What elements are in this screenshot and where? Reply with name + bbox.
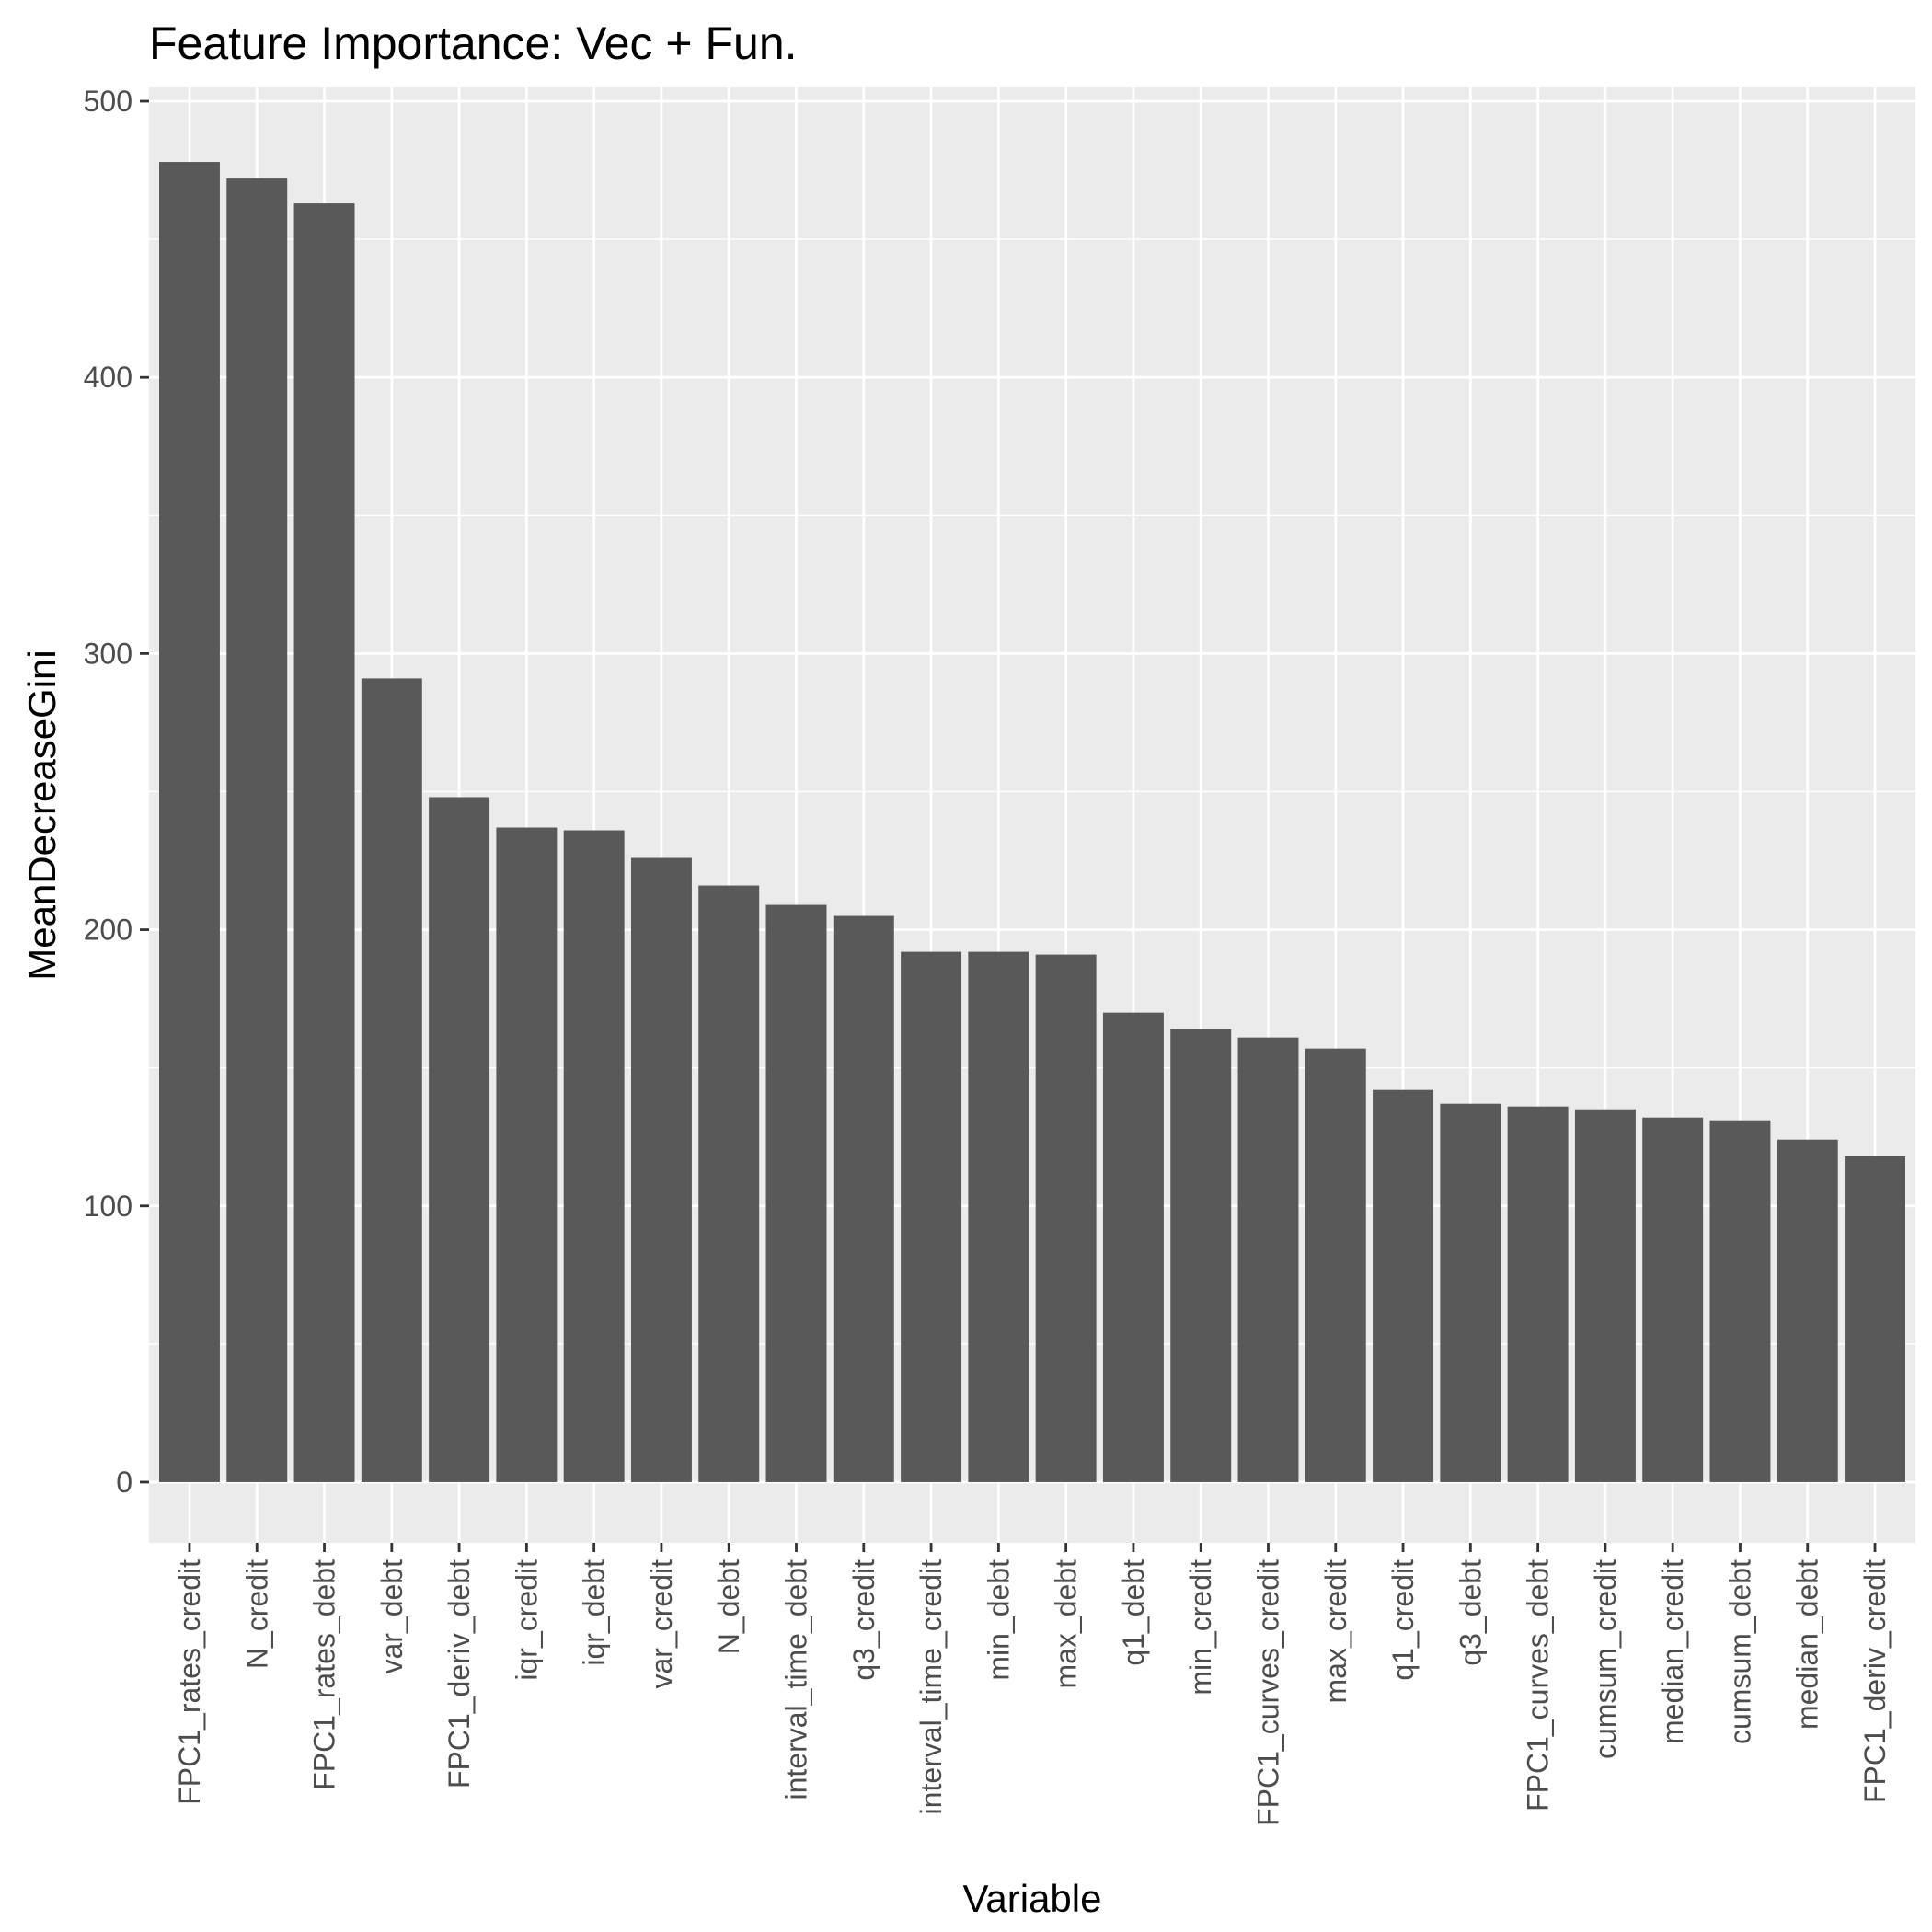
x-tick-label: max_credit <box>1319 1559 1352 1704</box>
x-tick-label: N_debt <box>712 1559 745 1654</box>
x-tick-label: FPC1_curves_credit <box>1251 1559 1284 1826</box>
bar-var_credit <box>630 857 692 1482</box>
x-axis-title: Variable <box>963 1877 1102 1920</box>
bar-N_credit <box>226 178 288 1482</box>
x-tick-label: max_debt <box>1050 1559 1083 1689</box>
bar-q1_debt <box>1102 1012 1164 1482</box>
bar-FPC1_rates_debt <box>293 203 355 1482</box>
bar-q3_debt <box>1440 1103 1501 1482</box>
bar-FPC1_curves_debt <box>1507 1106 1569 1482</box>
bar-FPC1_curves_credit <box>1237 1037 1299 1482</box>
y-axis-title: MeanDecreaseGini <box>20 650 63 981</box>
x-tick-label: min_credit <box>1184 1559 1217 1696</box>
bar-FPC1_rates_credit <box>158 162 220 1482</box>
x-tick-label: interval_time_debt <box>780 1559 813 1800</box>
bar-q3_credit <box>833 915 894 1482</box>
y-tick-label: 200 <box>84 914 132 947</box>
y-tick-label: 0 <box>116 1466 132 1499</box>
bar-q1_credit <box>1373 1089 1434 1482</box>
x-tick-label: var_debt <box>375 1559 408 1674</box>
y-tick-label: 100 <box>84 1190 132 1223</box>
x-tick-label: FPC1_deriv_credit <box>1858 1559 1892 1803</box>
bar-iqr_debt <box>563 830 625 1482</box>
y-tick-label: 300 <box>84 637 132 670</box>
bar-max_debt <box>1035 954 1097 1482</box>
y-axis: 0 100 200 300 400 500 <box>84 85 149 1499</box>
bar-min_debt <box>968 951 1029 1482</box>
bar-max_credit <box>1305 1048 1366 1482</box>
x-tick-label: median_credit <box>1656 1559 1689 1744</box>
x-tick-label: var_credit <box>645 1559 678 1689</box>
bar-median_credit <box>1642 1117 1704 1482</box>
x-tick-label: q1_credit <box>1386 1559 1420 1681</box>
y-tick-label: 400 <box>84 361 132 394</box>
x-tick-label: N_credit <box>240 1559 273 1669</box>
x-tick-label: FPC1_deriv_debt <box>443 1559 476 1788</box>
bar-FPC1_deriv_credit <box>1845 1156 1906 1482</box>
x-tick-label: FPC1_rates_debt <box>308 1559 341 1790</box>
bar-interval_time_debt <box>765 904 827 1482</box>
x-tick-label: q1_debt <box>1117 1559 1150 1666</box>
x-tick-label: q3_debt <box>1454 1559 1487 1666</box>
x-tick-label: iqr_credit <box>510 1559 543 1681</box>
bar-FPC1_deriv_debt <box>429 797 490 1482</box>
x-tick-label: FPC1_rates_credit <box>173 1559 206 1805</box>
chart-title: Feature Importance: Vec + Fun. <box>149 17 798 69</box>
x-tick-label: min_debt <box>982 1559 1015 1681</box>
y-tick-label: 500 <box>84 85 132 118</box>
bar-var_debt <box>361 678 422 1482</box>
x-tick-label: interval_time_credit <box>914 1559 948 1815</box>
bar-cumsum_credit <box>1574 1109 1636 1482</box>
x-tick-label: cumsum_debt <box>1723 1559 1756 1744</box>
x-tick-label: FPC1_curves_debt <box>1522 1559 1555 1811</box>
x-tick-label: q3_credit <box>847 1559 880 1681</box>
x-tick-label: cumsum_credit <box>1589 1559 1622 1759</box>
bar-iqr_credit <box>496 827 558 1482</box>
bars <box>158 162 1906 1482</box>
x-axis: FPC1_rates_credit N_credit FPC1_rates_debt… <box>173 1543 1892 1826</box>
x-tick-label: median_debt <box>1791 1559 1824 1730</box>
bar-median_debt <box>1777 1139 1838 1482</box>
bar-interval_time_credit <box>901 951 962 1482</box>
bar-N_debt <box>698 885 760 1482</box>
bar-cumsum_debt <box>1709 1120 1771 1482</box>
x-tick-label: iqr_debt <box>578 1559 611 1666</box>
bar-min_credit <box>1170 1029 1232 1482</box>
